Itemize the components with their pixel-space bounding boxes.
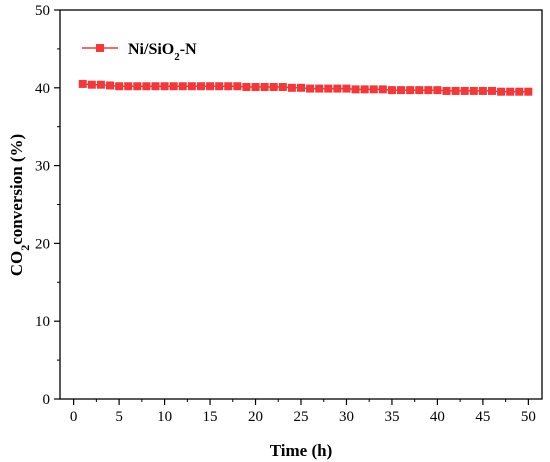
data-point: [360, 85, 369, 94]
data-point: [333, 84, 342, 93]
x-tick-label: 15: [203, 409, 218, 425]
x-tick-label: 25: [294, 409, 309, 425]
data-point: [278, 83, 287, 92]
data-point: [487, 86, 496, 95]
data-point: [142, 82, 151, 91]
y-tick-label: 20: [35, 236, 50, 252]
x-tick-label: 40: [430, 409, 445, 425]
data-point: [424, 86, 433, 95]
x-tick-label: 0: [70, 409, 78, 425]
data-point: [251, 83, 260, 92]
data-point: [87, 80, 96, 89]
data-point: [442, 86, 451, 95]
data-point: [96, 80, 105, 89]
data-point: [287, 83, 296, 92]
data-point: [460, 86, 469, 95]
y-tick-label: 0: [43, 392, 51, 408]
data-point: [397, 86, 406, 95]
data-point: [387, 86, 396, 95]
data-point: [306, 84, 315, 93]
data-point: [324, 84, 333, 93]
legend-label: Ni/SiO2-N: [128, 41, 197, 63]
data-point: [315, 84, 324, 93]
y-axis: 0 10 20 30 40 50: [35, 3, 60, 408]
data-point: [478, 86, 487, 95]
data-point: [260, 83, 269, 92]
data-point: [151, 82, 160, 91]
x-tick-label: 5: [115, 409, 123, 425]
x-tick-label: 50: [521, 409, 536, 425]
legend-marker: [96, 44, 104, 52]
data-point: [406, 86, 415, 95]
y-tick-label: 50: [35, 3, 50, 19]
data-point: [469, 86, 478, 95]
data-point: [506, 87, 515, 96]
data-point: [342, 84, 351, 93]
data-point: [515, 87, 524, 96]
x-axis-title: Time (h): [270, 441, 333, 460]
data-point: [242, 83, 251, 92]
data-point: [224, 82, 233, 91]
data-point: [415, 86, 424, 95]
data-point: [524, 87, 533, 96]
legend: Ni/SiO2-N: [82, 41, 197, 63]
x-tick-label: 30: [339, 409, 354, 425]
x-axis: 0 5 10 15 20 25 30 35 40 45 50: [70, 399, 536, 425]
x-tick-label: 35: [384, 409, 399, 425]
data-point: [115, 82, 124, 91]
data-point: [187, 82, 196, 91]
data-point: [206, 82, 215, 91]
data-point: [297, 83, 305, 92]
data-point: [78, 79, 87, 88]
data-point: [160, 82, 169, 91]
data-point: [497, 87, 506, 96]
x-tick-label: 10: [157, 409, 172, 425]
series-layer: [78, 79, 533, 96]
y-tick-label: 30: [35, 159, 50, 175]
data-point: [178, 82, 187, 91]
x-tick-label: 45: [475, 409, 490, 425]
y-tick-label: 10: [35, 314, 50, 330]
data-point: [369, 85, 378, 94]
data-point: [215, 82, 224, 91]
data-point: [196, 82, 205, 91]
data-point: [233, 82, 242, 91]
data-point: [169, 82, 178, 91]
data-point: [351, 85, 360, 94]
data-point: [378, 85, 387, 94]
data-point: [433, 86, 442, 95]
data-point: [124, 82, 133, 91]
data-point: [106, 81, 115, 90]
data-point: [133, 82, 142, 91]
y-tick-label: 40: [35, 81, 50, 97]
data-point: [451, 86, 460, 95]
x-tick-label: 20: [248, 409, 263, 425]
data-point: [269, 83, 278, 92]
plot-frame: [59, 9, 543, 400]
y-axis-title: CO2conversion (%): [7, 134, 32, 276]
